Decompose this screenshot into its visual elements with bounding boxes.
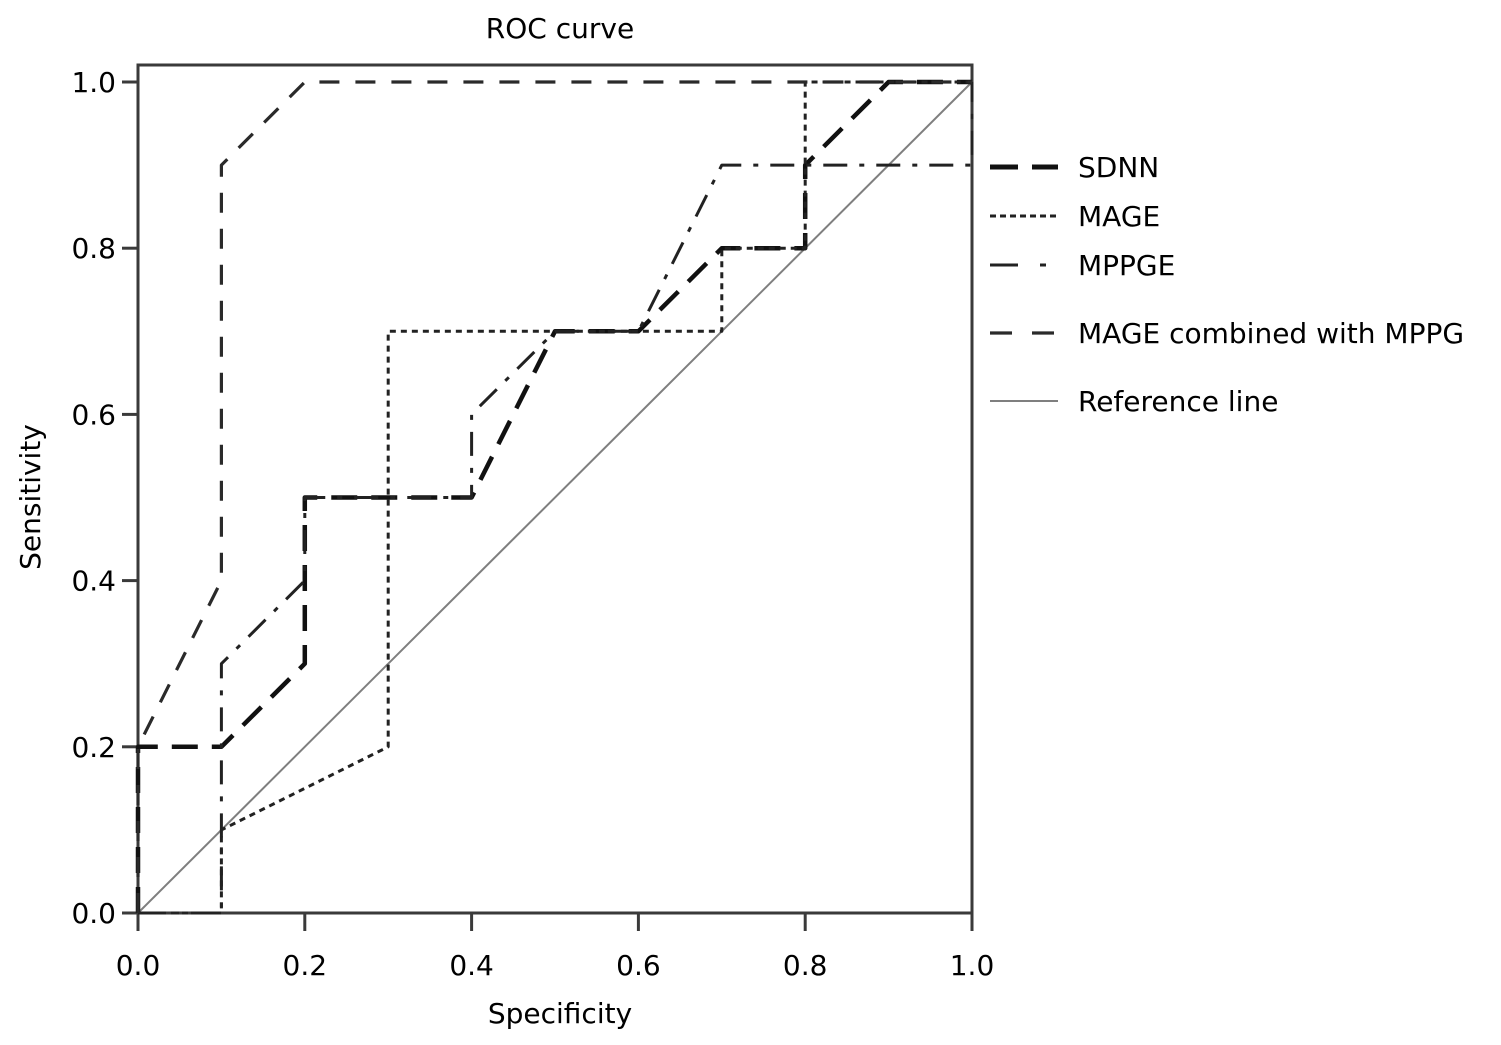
series-layer: [135, 79, 974, 915]
series-line-mage-combined-with-mppg: [136, 80, 972, 913]
x-axis-ticks: 0.0 0.2 0.4 0.6 0.8 1.0: [116, 913, 995, 982]
x-tick-label: 1.0: [950, 949, 995, 982]
plot-border: [136, 63, 974, 915]
series-line-reference-line: [137, 81, 973, 914]
y-axis-label: Sensitivity: [14, 424, 47, 570]
x-axis-label: Specificity: [488, 997, 632, 1030]
x-tick-label: 0.8: [783, 949, 828, 982]
y-tick-label: 0.4: [71, 565, 116, 598]
chart-title: ROC curve: [486, 12, 634, 45]
legend-label: MPPGE: [1078, 249, 1175, 282]
legend-label: SDNN: [1078, 151, 1159, 184]
legend-label: MAGE: [1078, 200, 1160, 233]
y-tick-label: 0.8: [71, 232, 116, 265]
y-tick-label: 1.0: [71, 66, 116, 99]
x-tick-label: 0.2: [283, 949, 328, 982]
plot-frame: [136, 63, 974, 915]
legend-item-sdnn: SDNN: [990, 151, 1159, 184]
x-tick-label: 0.0: [116, 949, 161, 982]
x-tick-label: 0.6: [616, 949, 661, 982]
x-tick-label: 0.4: [449, 949, 494, 982]
legend-item-reference-line: Reference line: [990, 385, 1278, 418]
y-tick-label: 0.6: [71, 398, 116, 431]
y-tick-label: 0.2: [71, 731, 116, 764]
legend-label: MAGE combined with MPPG: [1078, 317, 1464, 350]
legend-item-mage-combined-with-mppg: MAGE combined with MPPG: [990, 317, 1464, 350]
legend-label: Reference line: [1078, 385, 1278, 418]
y-tick-label: 0.0: [71, 897, 116, 930]
legend-item-mppge: MPPGE: [990, 249, 1175, 282]
y-axis-ticks: 0.0 0.2 0.4 0.6 0.8 1.0: [71, 66, 138, 930]
legend-item-mage: MAGE: [990, 200, 1160, 233]
legend: SDNN MAGE MPPGE MAGE combined with MPPG Refe…: [990, 151, 1464, 418]
